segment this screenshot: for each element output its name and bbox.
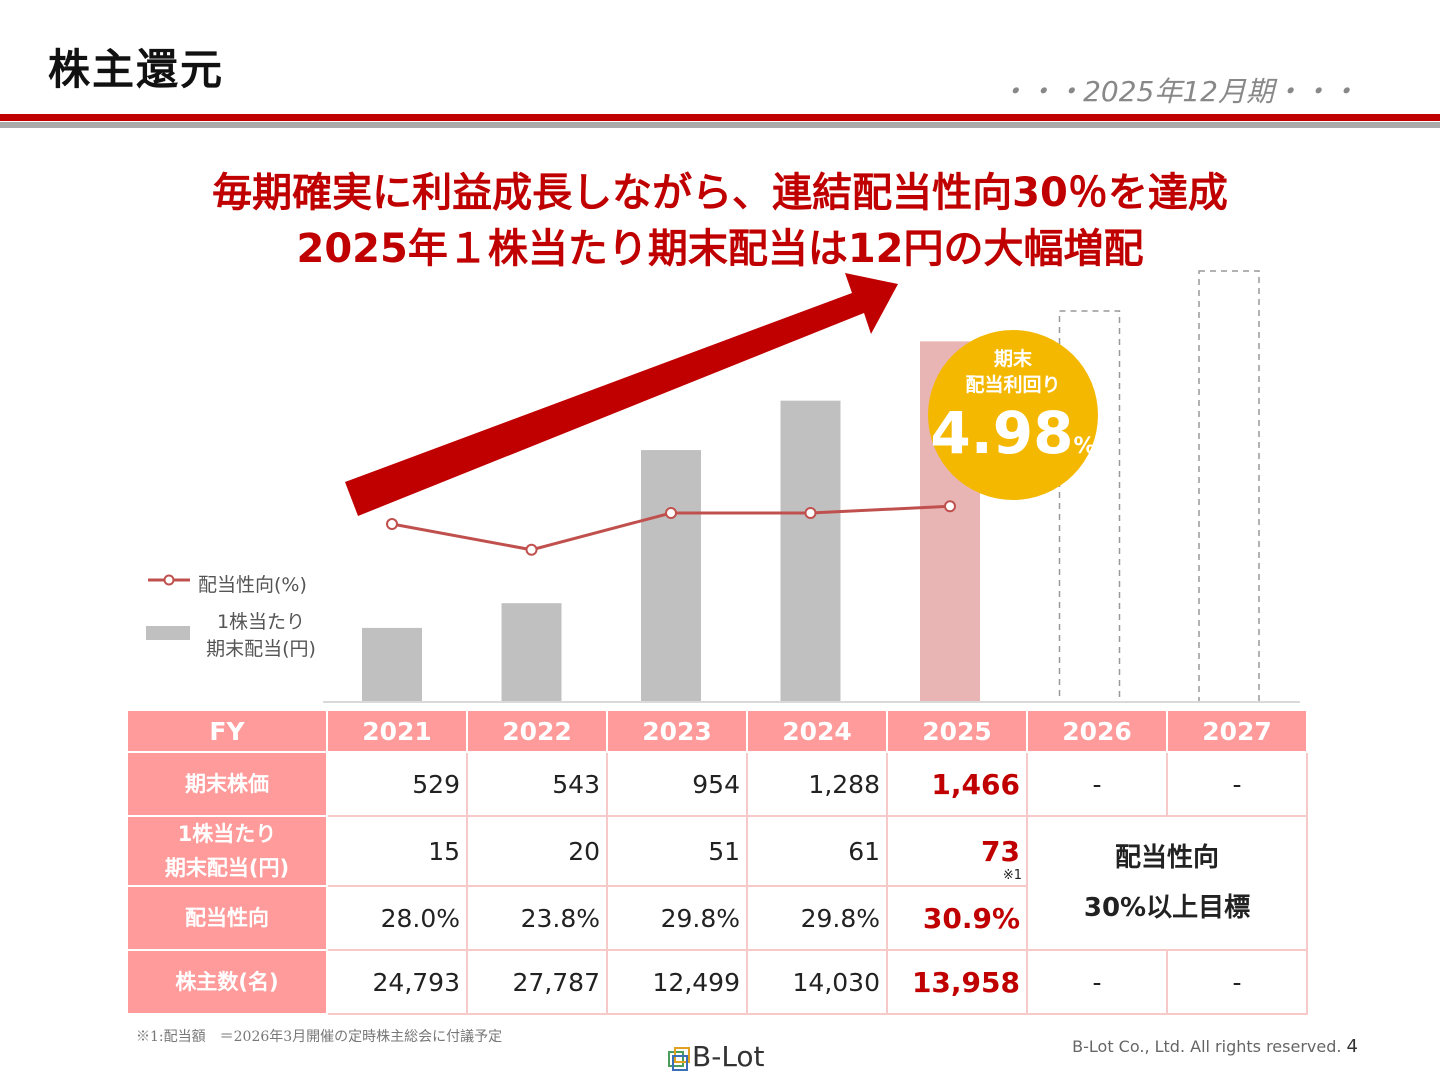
badge-label-1: 期末 xyxy=(993,348,1032,370)
table-cell: 29.8% xyxy=(606,885,748,951)
header-year: 2022 xyxy=(466,709,608,753)
payout-target-line-1: 配当性向 xyxy=(1114,843,1219,873)
table-cell: 529 xyxy=(326,751,468,817)
logo-text: B-Lot xyxy=(692,1040,765,1073)
dividend-bar xyxy=(780,400,841,702)
table-cell: 20 xyxy=(466,815,608,887)
legend-dividend-label-2: 期末配当(円) xyxy=(206,638,316,660)
payout-point xyxy=(665,507,677,519)
logo-icon xyxy=(668,1047,690,1071)
page-title: 株主還元 xyxy=(48,45,225,94)
legend-dividend-label-1: 1株当たり xyxy=(216,611,306,633)
copyright-text: B-Lot Co., Ltd. All rights reserved. xyxy=(1072,1037,1342,1056)
table-cell: 29.8% xyxy=(746,885,888,951)
table-cell: - xyxy=(1026,751,1168,817)
dividend-2025-value: 73 xyxy=(981,834,1020,868)
dividend-chart xyxy=(323,270,1300,703)
legend-bar-marker xyxy=(146,626,190,640)
copyright: B-Lot Co., Ltd. All rights reserved. 4 xyxy=(1072,1036,1358,1057)
header-year: 2021 xyxy=(326,709,468,753)
growth-arrow xyxy=(345,273,898,516)
table-cell: 12,499 xyxy=(606,949,748,1015)
header-year: 2024 xyxy=(746,709,888,753)
payout-target-cell: 配当性向 30%以上目標 xyxy=(1026,815,1308,951)
table-cell-highlight: 1,466 xyxy=(886,751,1028,817)
table-cell: 61 xyxy=(746,815,888,887)
header-fy: FY xyxy=(126,709,328,753)
table-row-dividend: 1株当たり 期末配当(円) 15 20 51 61 73 ※1 配当性向 30%… xyxy=(126,815,1308,951)
page-number: 4 xyxy=(1346,1036,1358,1057)
table-cell: 1,288 xyxy=(746,751,888,817)
table-cell-highlight: 73 ※1 xyxy=(886,815,1028,887)
footnote-marker: ※1 xyxy=(1002,868,1022,883)
legend-dividend-label: 1株当たり 期末配当(円) xyxy=(198,609,324,663)
table-cell: 954 xyxy=(606,751,748,817)
yield-badge: 期末 配当利回り 4.98% xyxy=(928,330,1098,500)
badge-label-2: 配当利回り xyxy=(965,374,1061,396)
placeholder-bar xyxy=(1058,310,1121,703)
footnote: ※1:配当額 ＝2026年3月開催の定時株主総会に付議予定 xyxy=(136,1029,503,1045)
table-cell-highlight: 13,958 xyxy=(886,949,1028,1015)
table-cell: 27,787 xyxy=(466,949,608,1015)
table-cell: 28.0% xyxy=(326,885,468,951)
table-cell: 51 xyxy=(606,815,748,887)
table-row-shareholders: 株主数(名) 24,793 27,787 12,499 14,030 13,95… xyxy=(126,949,1308,1015)
table-cell: - xyxy=(1166,949,1308,1015)
payout-point xyxy=(525,543,538,556)
row-label: 配当性向 xyxy=(126,885,328,951)
payout-point xyxy=(944,500,956,513)
placeholder-bar xyxy=(1198,270,1260,703)
table-cell: 24,793 xyxy=(326,949,468,1015)
table-row-payout-ratio: 配当性向 28.0% 23.8% 29.8% 29.8% 30.9% xyxy=(126,885,1307,951)
header-year: 2027 xyxy=(1166,709,1308,753)
payout-point xyxy=(386,518,398,531)
header-year: 2023 xyxy=(606,709,748,753)
dividend-bar xyxy=(501,603,562,702)
badge-unit: % xyxy=(1073,434,1096,459)
table-cell: 15 xyxy=(326,815,468,887)
header-rule-red xyxy=(0,114,1440,121)
header-year: 2026 xyxy=(1026,709,1168,753)
header-rule-gray xyxy=(0,122,1440,128)
headline-line-1: 毎期確実に利益成長しながら、連結配当性向30％を達成 xyxy=(212,170,1228,216)
row-label-line-2: 期末配当(円) xyxy=(164,856,290,880)
table-row-stock-price: 期末株価 529 543 954 1,288 1,466 - - xyxy=(126,751,1308,817)
table-cell: 14,030 xyxy=(746,949,888,1015)
table-cell: - xyxy=(1026,949,1168,1015)
row-label: 1株当たり 期末配当(円) xyxy=(126,815,328,887)
payout-point xyxy=(804,507,817,519)
header-year: 2025 xyxy=(886,709,1028,753)
row-label-line-1: 1株当たり xyxy=(177,822,277,846)
legend-payout-label: 配当性向(%) xyxy=(198,574,307,596)
table-cell: - xyxy=(1166,751,1308,817)
dividend-bar xyxy=(641,450,701,702)
payout-target-line-2: 30%以上目標 xyxy=(1083,893,1251,923)
row-label: 期末株価 xyxy=(126,751,328,817)
table-cell: 543 xyxy=(466,751,608,817)
fiscal-period: ・・・2025年12月期・・・ xyxy=(999,75,1358,108)
table-cell-highlight: 30.9% xyxy=(886,885,1028,951)
badge-value: 4.98 xyxy=(930,399,1074,467)
table-cell: 23.8% xyxy=(466,885,608,951)
shareholder-return-table: FY 2021 2022 2023 2024 2025 2026 2027 期末… xyxy=(126,709,1308,1015)
table-header-row: FY 2021 2022 2023 2024 2025 2026 2027 xyxy=(126,709,1308,753)
row-label: 株主数(名) xyxy=(126,949,328,1015)
dividend-bar xyxy=(362,627,422,702)
legend-line-marker xyxy=(148,574,190,586)
headline-line-2: 2025年１株当たり期末配当は12円の大幅増配 xyxy=(296,226,1144,272)
company-logo: B-Lot xyxy=(668,1040,765,1073)
